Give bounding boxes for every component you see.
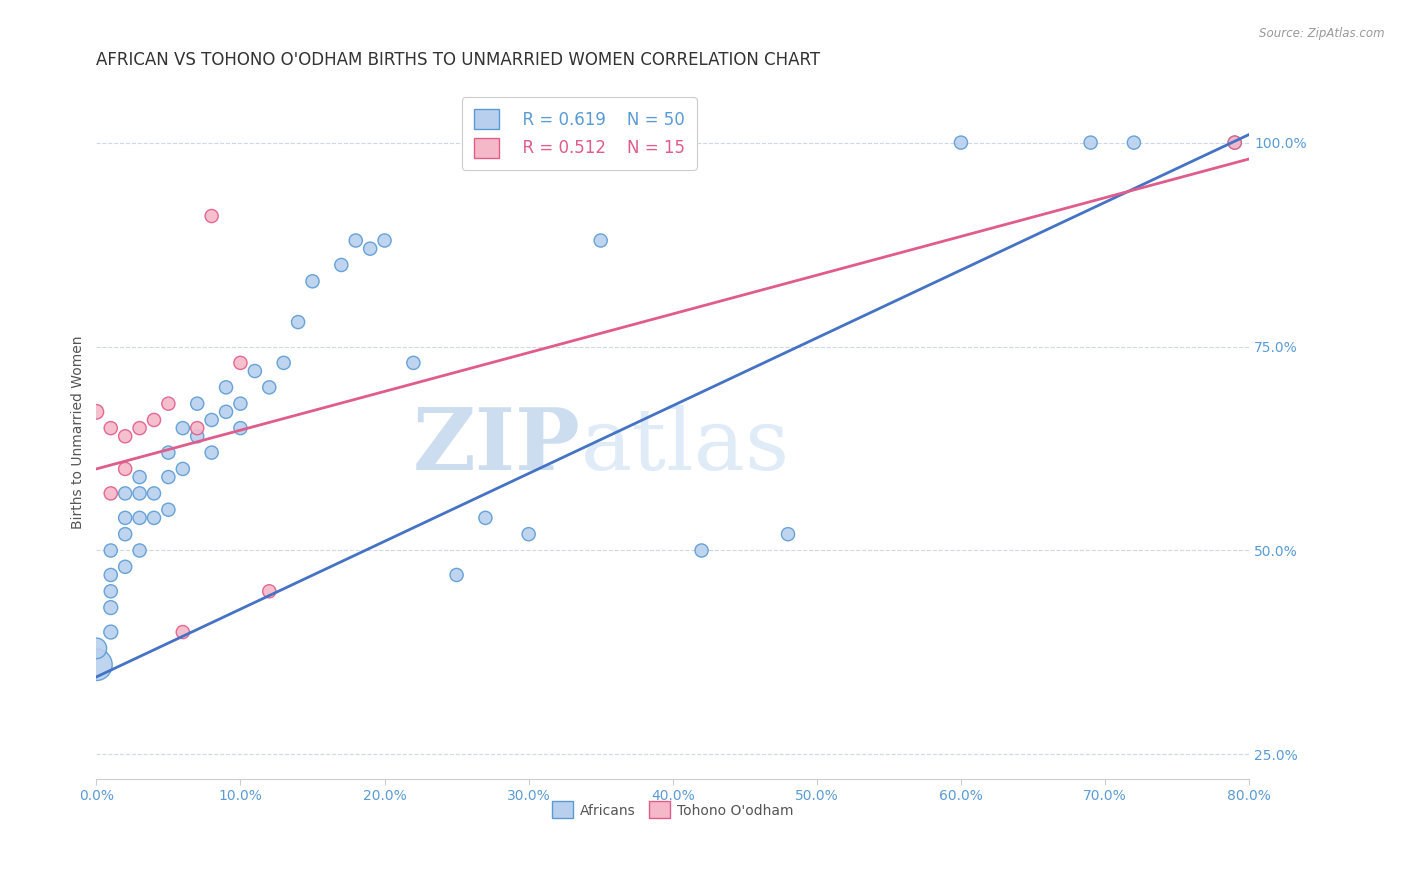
- Point: [776, 527, 799, 541]
- Point: [201, 445, 224, 459]
- Point: [86, 641, 108, 656]
- Point: [100, 568, 122, 582]
- Point: [1080, 136, 1102, 150]
- Point: [287, 315, 309, 329]
- Point: [301, 274, 323, 288]
- Point: [100, 486, 122, 500]
- Point: [474, 511, 496, 525]
- Point: [100, 421, 122, 435]
- Point: [172, 421, 194, 435]
- Point: [186, 429, 208, 443]
- Point: [301, 886, 323, 892]
- Point: [114, 559, 136, 574]
- Point: [128, 511, 150, 525]
- Point: [128, 486, 150, 500]
- Point: [201, 413, 224, 427]
- Point: [374, 234, 396, 248]
- Point: [172, 462, 194, 476]
- Point: [128, 421, 150, 435]
- Point: [100, 600, 122, 615]
- Point: [114, 511, 136, 525]
- Text: atlas: atlas: [581, 404, 790, 488]
- Point: [215, 380, 238, 394]
- Point: [86, 405, 108, 419]
- Point: [690, 543, 713, 558]
- Point: [344, 234, 367, 248]
- Point: [114, 429, 136, 443]
- Point: [128, 543, 150, 558]
- Point: [157, 445, 180, 459]
- Point: [243, 364, 266, 378]
- Point: [157, 470, 180, 484]
- Point: [157, 502, 180, 516]
- Point: [157, 397, 180, 411]
- Point: [143, 413, 166, 427]
- Point: [143, 511, 166, 525]
- Point: [949, 136, 972, 150]
- Point: [114, 486, 136, 500]
- Point: [229, 421, 252, 435]
- Point: [201, 209, 224, 223]
- Point: [259, 584, 281, 599]
- Legend: Africans, Tohono O'odham: Africans, Tohono O'odham: [547, 796, 799, 824]
- Point: [1122, 136, 1144, 150]
- Y-axis label: Births to Unmarried Women: Births to Unmarried Women: [72, 335, 86, 529]
- Point: [100, 584, 122, 599]
- Point: [446, 568, 468, 582]
- Point: [186, 397, 208, 411]
- Point: [114, 462, 136, 476]
- Point: [517, 527, 540, 541]
- Point: [273, 356, 295, 370]
- Point: [215, 405, 238, 419]
- Point: [229, 356, 252, 370]
- Point: [402, 356, 425, 370]
- Point: [229, 397, 252, 411]
- Point: [359, 242, 381, 256]
- Point: [114, 527, 136, 541]
- Point: [100, 543, 122, 558]
- Point: [172, 625, 194, 640]
- Text: AFRICAN VS TOHONO O'ODHAM BIRTHS TO UNMARRIED WOMEN CORRELATION CHART: AFRICAN VS TOHONO O'ODHAM BIRTHS TO UNMA…: [97, 51, 821, 69]
- Point: [143, 486, 166, 500]
- Text: ZIP: ZIP: [413, 404, 581, 488]
- Point: [100, 625, 122, 640]
- Point: [1223, 136, 1246, 150]
- Point: [186, 421, 208, 435]
- Point: [589, 234, 612, 248]
- Point: [259, 380, 281, 394]
- Point: [128, 470, 150, 484]
- Point: [1223, 136, 1246, 150]
- Text: Source: ZipAtlas.com: Source: ZipAtlas.com: [1260, 27, 1385, 40]
- Point: [86, 657, 108, 672]
- Point: [330, 258, 353, 272]
